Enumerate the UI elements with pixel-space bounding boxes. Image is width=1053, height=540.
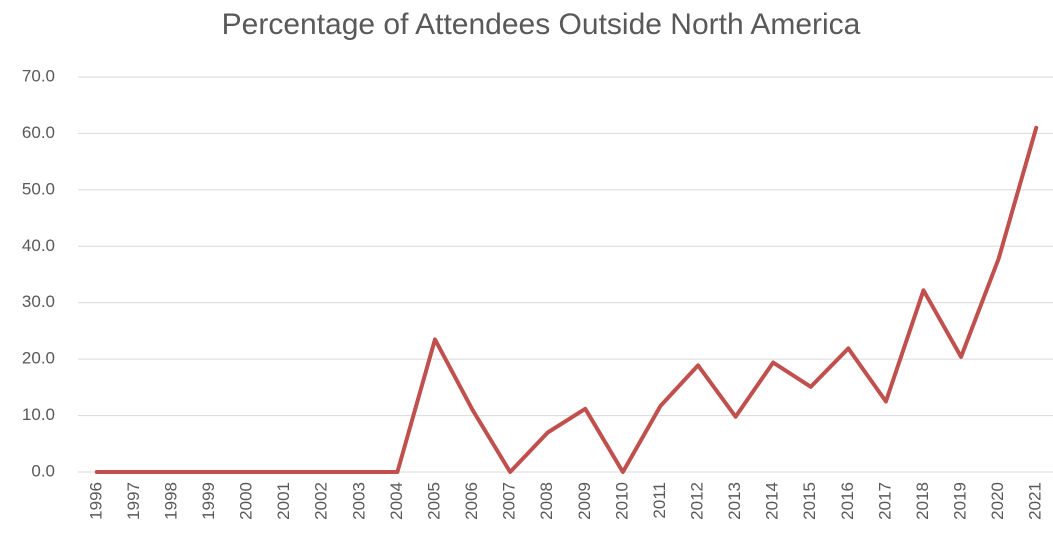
line [94, 125, 1039, 474]
x-tick-label: 2002 [312, 482, 331, 520]
x-tick-label: 1999 [199, 482, 218, 520]
x-tick-label: 2008 [537, 482, 556, 520]
x-tick-label: 2014 [763, 482, 782, 520]
y-tick-label: 70.0 [22, 66, 55, 85]
x-tick-label: 2020 [988, 482, 1007, 520]
x-tick-label: 2000 [237, 482, 256, 520]
x-tick-label: 2009 [575, 482, 594, 520]
x-tick-label: 1998 [161, 482, 180, 520]
x-tick-label: 2011 [650, 482, 669, 519]
y-tick-label: 10.0 [22, 405, 55, 424]
x-tick-label: 2012 [688, 482, 707, 520]
x-tick-label: 2016 [838, 482, 857, 520]
y-tick-label: 0.0 [31, 461, 55, 480]
y-tick-label: 20.0 [22, 349, 55, 368]
x-tick-label: 2010 [612, 482, 631, 520]
x-tick-label: 2003 [349, 482, 368, 520]
chart-title: Percentage of Attendees Outside North Am… [222, 8, 861, 41]
x-tick-label: 2007 [500, 482, 519, 520]
y-tick-label: 50.0 [22, 179, 55, 198]
x-tick-label: 2006 [462, 482, 481, 520]
x-tick-label: 2017 [875, 482, 894, 520]
x-tick-label: 2021 [1026, 482, 1045, 520]
x-tick-label: 2019 [951, 482, 970, 520]
y-tick-label: 40.0 [22, 236, 55, 255]
x-tick-label: 2005 [424, 482, 443, 520]
x-tick-label: 2015 [800, 482, 819, 520]
y-tick-label: 60.0 [22, 123, 55, 142]
y-tick-label: 30.0 [22, 292, 55, 311]
x-tick-label: 2001 [274, 482, 293, 520]
x-tick-label: 1997 [124, 482, 143, 520]
x-tick-label: 2013 [725, 482, 744, 520]
x-tick-label: 2004 [387, 482, 406, 520]
x-tick-label: 1996 [86, 482, 105, 520]
x-tick-label: 2018 [913, 482, 932, 520]
